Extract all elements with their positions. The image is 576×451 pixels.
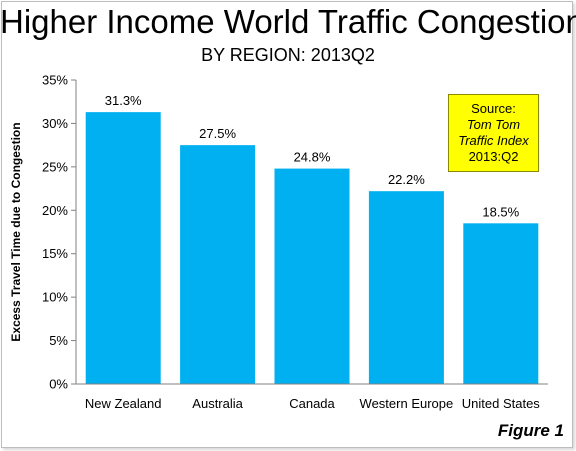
- source-line-2: Tom Tom: [466, 117, 521, 132]
- value-labels: 31.3% 27.5% 24.8% 22.2% 18.5%: [105, 93, 520, 219]
- bar: [463, 223, 539, 384]
- y-tick-label: 0%: [49, 377, 68, 392]
- bar: [368, 191, 444, 384]
- chart-title: Higher Income World Traffic Congestion: [0, 3, 576, 40]
- y-tick-label: 20%: [42, 203, 68, 218]
- source-line-1: Source:: [471, 101, 516, 116]
- bar-value-label: 31.3%: [105, 93, 142, 108]
- bars: [85, 112, 539, 384]
- y-tick-label: 30%: [42, 116, 68, 131]
- y-tick-label: 15%: [42, 246, 68, 261]
- source-box: Source: Tom Tom Traffic Index 2013:Q2: [448, 94, 539, 172]
- x-tick-label: New Zealand: [85, 396, 162, 411]
- bar-value-label: 24.8%: [294, 150, 331, 165]
- source-line-4: 2013:Q2: [468, 149, 519, 164]
- y-tick-label: 10%: [42, 290, 68, 305]
- source-line-3: Traffic Index: [458, 133, 529, 148]
- y-tick-label: 25%: [42, 159, 68, 174]
- x-tick-labels: New Zealand Australia Canada Western Europe…: [85, 396, 540, 411]
- bar-value-label: 27.5%: [199, 126, 236, 141]
- y-ticks: 0% 5% 10% 15% 20% 25% 30% 35%: [42, 73, 76, 392]
- bar-value-label: 18.5%: [482, 204, 519, 219]
- x-tick-label: United States: [462, 396, 541, 411]
- bar: [85, 112, 161, 384]
- x-tick-label: Canada: [289, 396, 335, 411]
- x-tick-label: Western Europe: [360, 396, 454, 411]
- chart-subtitle: BY REGION: 2013Q2: [201, 45, 375, 65]
- figure-label: Figure 1: [497, 421, 564, 440]
- y-tick-label: 5%: [49, 333, 68, 348]
- bar: [274, 168, 350, 384]
- bar: [180, 145, 256, 384]
- x-tick-label: Australia: [192, 396, 243, 411]
- y-tick-label: 35%: [42, 73, 68, 88]
- bar-value-label: 22.2%: [388, 172, 425, 187]
